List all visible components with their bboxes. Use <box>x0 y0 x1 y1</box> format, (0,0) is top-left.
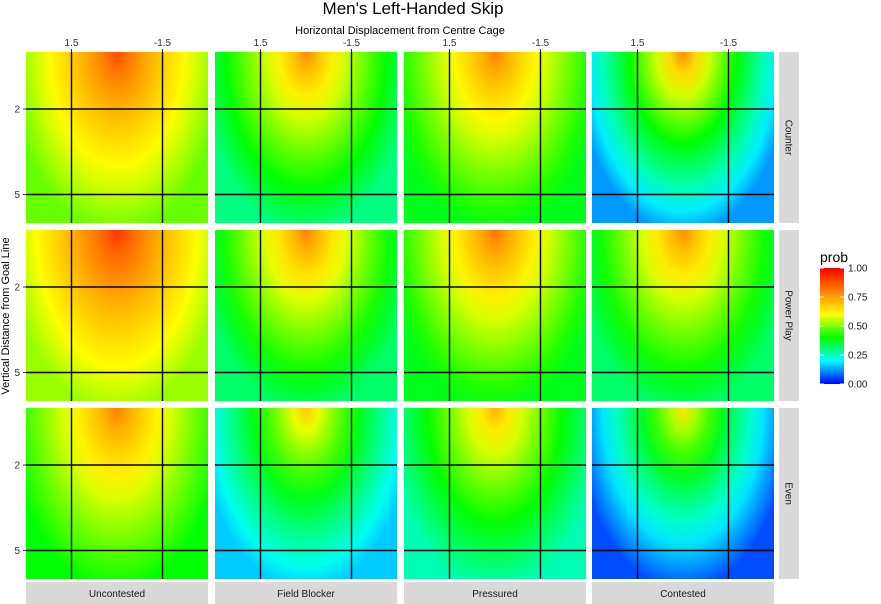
panel-even-field-blocker <box>215 408 397 579</box>
legend-tick-label: 0.50 <box>848 322 868 333</box>
col-strip-pressured: Pressured <box>404 582 586 604</box>
col-strip-contested: Contested <box>592 582 774 604</box>
row-strip-label: Power Play <box>783 290 794 341</box>
heat-field <box>404 408 586 579</box>
heat-field <box>215 230 397 401</box>
panel-power-play-contested <box>592 230 774 401</box>
row-strip-power-play: Power Play <box>779 230 799 401</box>
legend-title: prob <box>820 249 848 265</box>
facet-strips: Counter Power Play Even Uncontested Field Bl… <box>26 52 799 604</box>
legend-tick-label: 1.00 <box>848 264 868 275</box>
heat-field <box>26 408 208 579</box>
chart-title: Men's Left-Handed Skip <box>323 0 504 18</box>
col-strip-label: Contested <box>660 589 706 600</box>
panel-counter-uncontested <box>26 52 208 223</box>
panel-power-play-pressured <box>404 230 586 401</box>
x-tick-label: 1.5 <box>65 38 79 49</box>
legend-tick-label: 0.25 <box>848 351 868 362</box>
panel-counter-pressured <box>404 52 586 223</box>
heat-field <box>404 52 586 223</box>
y-tick-label: 2 <box>14 461 20 472</box>
heat-field <box>215 52 397 223</box>
y-tick-label: 5 <box>14 546 20 557</box>
row-strip-label: Counter <box>783 120 794 156</box>
heat-field <box>215 408 397 579</box>
x-tick-label: -1.5 <box>154 38 172 49</box>
heat-field <box>404 230 586 401</box>
legend-tick-label: 0.00 <box>848 380 868 391</box>
row-strip-even: Even <box>779 408 799 579</box>
heat-field <box>592 408 774 579</box>
row-strip-label: Even <box>783 482 794 505</box>
y-tick-label: 2 <box>14 283 20 294</box>
y-tick-label: 5 <box>14 368 20 379</box>
legend: prob 1.00 0.75 0.50 0.25 0.00 <box>820 249 868 391</box>
x-tick-label: -1.5 <box>720 38 738 49</box>
y-axis-title: Vertical Distance from Goal Line <box>0 237 12 394</box>
x-tick-label: 1.5 <box>631 38 645 49</box>
panel-power-play-field-blocker <box>215 230 397 401</box>
col-strip-field-blocker: Field Blocker <box>215 582 397 604</box>
heat-field <box>26 230 208 401</box>
x-tick-label: -1.5 <box>343 38 361 49</box>
heat-field <box>592 230 774 401</box>
legend-tick-label: 0.75 <box>848 293 868 304</box>
y-tick-label: 5 <box>14 190 20 201</box>
col-strip-label: Uncontested <box>89 589 145 600</box>
col-strip-label: Pressured <box>472 589 518 600</box>
panel-counter-contested <box>592 52 774 223</box>
col-strip-label: Field Blocker <box>277 589 335 600</box>
y-tick-label: 2 <box>14 105 20 116</box>
panel-power-play-uncontested <box>26 230 208 401</box>
panel-counter-field-blocker <box>215 52 397 223</box>
x-axis-title: Horizontal Displacement from Centre Cage <box>295 25 505 37</box>
panel-even-contested <box>592 408 774 579</box>
heat-field <box>26 52 208 223</box>
panel-grid <box>26 52 774 579</box>
heat-field <box>592 52 774 223</box>
x-tick-label: 1.5 <box>443 38 457 49</box>
col-strip-uncontested: Uncontested <box>26 582 208 604</box>
row-strip-counter: Counter <box>779 52 799 223</box>
x-tick-label: 1.5 <box>254 38 268 49</box>
panel-even-uncontested <box>26 408 208 579</box>
axis-ticks: 1.5 -1.5 1.5 -1.5 1.5 -1.5 1.5 -1.5 2 5 2 5 2 5 <box>14 38 737 557</box>
panel-even-pressured <box>404 408 586 579</box>
x-tick-label: -1.5 <box>532 38 550 49</box>
